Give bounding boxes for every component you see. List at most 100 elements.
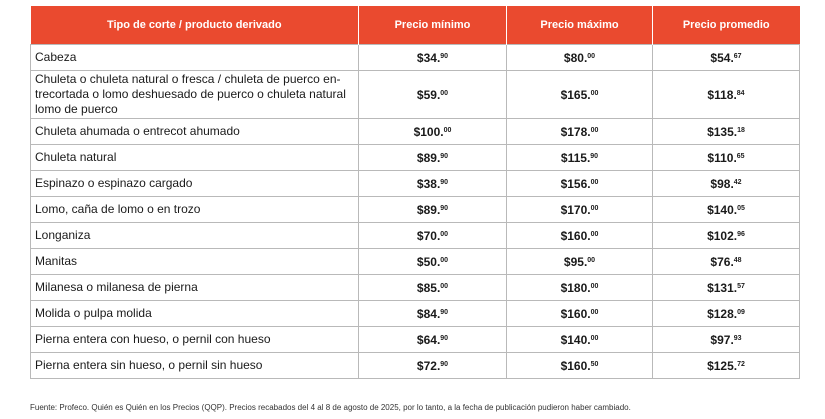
price-max: $170.00 <box>506 196 653 223</box>
price-avg-decimals: 96 <box>737 230 745 238</box>
price-avg-decimals: 93 <box>733 334 742 342</box>
cut-name: Espinazo o espinazo cargado <box>30 170 359 197</box>
price-avg: $98.42 <box>652 170 800 197</box>
price-max-integer: $95. <box>563 254 588 269</box>
price-min-decimals: 00 <box>440 230 449 238</box>
price-min-decimals: 00 <box>440 89 449 97</box>
price-min-integer: $38. <box>416 176 441 191</box>
price-avg: $135.18 <box>652 118 800 145</box>
price-avg-decimals: 84 <box>736 89 745 97</box>
price-max-decimals: 50 <box>590 360 599 368</box>
price-avg-integer: $128. <box>707 306 738 321</box>
price-max-decimals: 00 <box>590 308 599 316</box>
price-min: $34.90 <box>358 44 507 71</box>
table-row: Chuleta o chuleta natural o fresca / chu… <box>30 70 800 119</box>
price-min: $89.90 <box>358 196 507 223</box>
table-row: Espinazo o espinazo cargado $38.90 $156.00… <box>30 170 800 197</box>
price-max-integer: $178. <box>560 124 591 139</box>
price-max: $160.00 <box>506 222 653 249</box>
price-avg-decimals: 67 <box>733 52 742 60</box>
price-min-integer: $89. <box>416 202 441 217</box>
price-avg: $140.05 <box>652 196 800 223</box>
header-cut-type: Tipo de corte / producto derivado <box>30 6 359 45</box>
header-avg-price: Precio promedio <box>652 6 800 45</box>
price-max: $140.00 <box>506 326 653 353</box>
cut-name: Cabeza <box>30 44 359 71</box>
price-min: $72.90 <box>358 352 507 379</box>
table-row: Chuleta ahumada o entrecot ahumado $100.0… <box>30 118 800 145</box>
price-max: $156.00 <box>506 170 653 197</box>
table-row: Pierna entera con hueso, o pernil con hu… <box>30 326 800 353</box>
table-row: Molida o pulpa molida $84.90 $160.00 $128.0… <box>30 300 800 327</box>
price-max-integer: $180. <box>560 280 591 295</box>
price-avg-integer: $118. <box>707 87 737 102</box>
price-max-integer: $165. <box>560 87 591 102</box>
price-min-decimals: 00 <box>440 282 449 290</box>
price-max-integer: $156. <box>560 176 591 191</box>
price-max-integer: $160. <box>560 306 591 321</box>
price-max-decimals: 00 <box>590 334 599 342</box>
price-avg-integer: $97. <box>710 332 734 347</box>
price-avg-integer: $131. <box>707 280 738 295</box>
price-avg: $131.57 <box>652 274 800 301</box>
price-min-integer: $72. <box>416 358 441 373</box>
price-min-integer: $85. <box>416 280 441 295</box>
price-max: $160.50 <box>506 352 653 379</box>
price-max: $180.00 <box>506 274 653 301</box>
price-avg-decimals: 18 <box>737 126 745 134</box>
price-min-integer: $64. <box>416 332 441 347</box>
table-row: Chuleta natural $89.90 $115.90 $110.65 <box>30 144 800 171</box>
price-avg-integer: $54. <box>710 50 734 65</box>
price-min-integer: $50. <box>416 254 441 269</box>
table-row: Manitas $50.00 $95.00 $76.48 <box>30 248 800 275</box>
price-min: $50.00 <box>358 248 507 275</box>
header-min-price: Precio mínimo <box>358 6 507 45</box>
price-avg: $76.48 <box>652 248 800 275</box>
table-row: Milanesa o milanesa de pierna $85.00 $180.… <box>30 274 800 301</box>
price-min-integer: $34. <box>416 50 441 65</box>
price-min: $84.90 <box>358 300 507 327</box>
price-avg: $110.65 <box>652 144 800 171</box>
price-max-integer: $160. <box>560 358 591 373</box>
price-avg-decimals: 05 <box>737 204 745 212</box>
price-avg-integer: $135. <box>707 124 738 139</box>
price-avg: $125.72 <box>652 352 800 379</box>
price-avg-decimals: 48 <box>733 256 742 264</box>
price-min-integer: $84. <box>416 306 441 321</box>
price-max-integer: $80. <box>563 50 588 65</box>
price-min: $70.00 <box>358 222 507 249</box>
price-min: $64.90 <box>358 326 507 353</box>
price-max-decimals: 90 <box>590 152 599 160</box>
price-min: $100.00 <box>358 118 507 145</box>
price-max-integer: $115. <box>560 150 591 165</box>
price-max-decimals: 00 <box>590 282 599 290</box>
price-min-decimals: 90 <box>440 334 449 342</box>
price-max: $80.00 <box>506 44 653 71</box>
price-min-integer: $59. <box>416 87 441 102</box>
price-max-decimals: 00 <box>590 126 599 134</box>
price-table: Tipo de corte / producto derivado Precio… <box>30 6 800 379</box>
price-avg-integer: $98. <box>710 176 734 191</box>
price-min-decimals: 90 <box>440 52 449 60</box>
price-max-decimals: 00 <box>590 89 599 97</box>
price-avg-decimals: 57 <box>737 282 745 290</box>
price-min-decimals: 90 <box>440 178 449 186</box>
price-min-integer: $89. <box>416 150 441 165</box>
price-max-integer: $170. <box>560 202 591 217</box>
price-max-decimals: 00 <box>590 204 599 212</box>
price-min-decimals: 90 <box>440 204 449 212</box>
price-max-decimals: 00 <box>587 52 596 60</box>
price-avg-integer: $110. <box>707 150 737 165</box>
price-min-decimals: 90 <box>440 360 449 368</box>
price-min-decimals: 00 <box>443 126 452 134</box>
table-row: Cabeza $34.90 $80.00 $54.67 <box>30 44 800 71</box>
price-max: $165.00 <box>506 70 653 119</box>
table-row: Longaniza $70.00 $160.00 $102.96 <box>30 222 800 249</box>
price-avg-decimals: 42 <box>733 178 742 186</box>
table-header: Tipo de corte / producto derivado Precio… <box>30 6 800 45</box>
price-avg-decimals: 72 <box>737 360 745 368</box>
table-body: Cabeza $34.90 $80.00 $54.67 Chuleta o chulet… <box>30 44 800 379</box>
header-max-price: Precio máximo <box>506 6 653 45</box>
cut-name: Molida o pulpa molida <box>30 300 359 327</box>
price-avg-integer: $140. <box>707 202 738 217</box>
